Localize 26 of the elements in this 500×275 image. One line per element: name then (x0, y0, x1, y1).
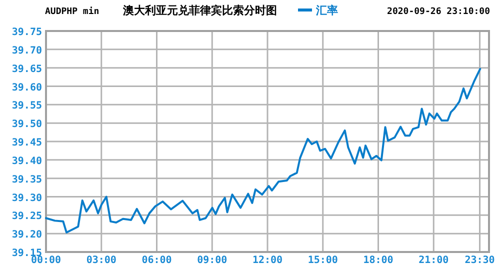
y-tick-label: 39.70 (12, 45, 42, 56)
x-tick-label: 03:00 (86, 255, 116, 266)
line-series (45, 68, 482, 234)
x-tick-label: 15:00 (308, 255, 338, 266)
chart-title: 澳大利亚元兑菲律宾比索分时图 (122, 4, 277, 17)
x-tick-label: 23:30 (464, 255, 495, 266)
y-tick-label: 39.60 (12, 82, 42, 94)
text: AUDPHP min (45, 6, 100, 17)
y-tick-label: 39.50 (12, 119, 42, 130)
legend-label: 汇率 (315, 4, 338, 17)
y-tick-label: 39.65 (12, 64, 42, 75)
y-tick-label: 39.25 (12, 211, 42, 222)
y-tick-label: 39.35 (12, 174, 42, 186)
x-tick-label: 00:00 (30, 255, 62, 266)
y-tick-label: 39.75 (12, 27, 42, 38)
x-tick-label: 06:00 (142, 255, 172, 266)
x-tick-label: 12:00 (252, 255, 283, 266)
text: 2020-09-26 23:10:00 (387, 7, 490, 17)
y-tick-label: 39.55 (12, 100, 42, 112)
y-tick-label: 39.30 (12, 192, 42, 204)
y-tick-label: 39.45 (12, 138, 42, 148)
x-tick-label: 21:00 (418, 255, 449, 266)
x-tick-label: 09:00 (197, 255, 228, 266)
y-tick-label: 39.40 (12, 156, 42, 167)
y-tick-label: 39.20 (12, 230, 42, 241)
x-tick-label: 18:00 (363, 255, 394, 266)
